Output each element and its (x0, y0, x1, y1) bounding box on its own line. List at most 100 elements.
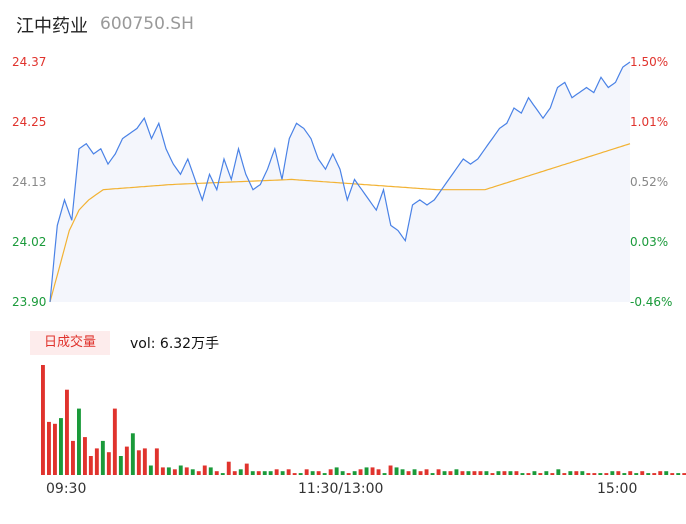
volume-bar (514, 471, 519, 475)
volume-bar (640, 471, 645, 475)
volume-bar (280, 471, 285, 475)
volume-bar (65, 389, 69, 475)
volume-badge[interactable]: 日成交量 (30, 331, 110, 355)
volume-bar (502, 471, 507, 475)
price-area (50, 62, 630, 302)
volume-bar (220, 473, 225, 475)
volume-bar (130, 433, 135, 475)
volume-bar (262, 471, 267, 475)
volume-bar (106, 452, 111, 475)
volume-bar (622, 473, 627, 475)
volume-bar (598, 473, 603, 475)
volume-bar (478, 471, 483, 475)
price-line (49, 61, 631, 303)
volume-bar (526, 473, 531, 475)
volume-bar (148, 465, 153, 475)
volume-bar (454, 469, 459, 475)
pct-label-upper: 1.01% (630, 115, 669, 129)
volume-bar (376, 469, 381, 475)
volume-bar (496, 471, 501, 475)
volume-bar (532, 471, 537, 475)
volume-bar (646, 473, 651, 475)
volume-bar (71, 440, 75, 475)
volume-bar (556, 469, 561, 475)
volume-bar (118, 456, 123, 475)
volume-text: vol: 6.32万手 (130, 336, 220, 352)
volume-bar (166, 467, 171, 475)
volume-bar (682, 473, 686, 475)
volume-bar (346, 473, 351, 475)
volume-bars (41, 365, 686, 475)
pct-label-lower: 0.03% (630, 235, 669, 249)
volume-bar (550, 473, 555, 475)
volume-bar (316, 471, 321, 475)
volume-bar (400, 469, 405, 475)
price-label-mid: 24.13 (12, 175, 47, 189)
stock-code: 600750.SH (100, 14, 194, 34)
volume-bar (580, 471, 585, 475)
volume-bar (274, 469, 279, 475)
volume-bar (334, 467, 339, 475)
volume-bar (202, 465, 207, 475)
volume-bar (520, 473, 525, 475)
volume-bar (676, 473, 681, 475)
volume-bar (142, 448, 147, 475)
volume-bar (634, 473, 639, 475)
stock-name: 江中药业 (16, 16, 88, 37)
volume-bar (610, 471, 615, 475)
volume-bar (88, 456, 93, 475)
volume-bar (268, 471, 273, 475)
price-label-upper: 24.25 (12, 115, 47, 129)
volume-bar (466, 471, 471, 475)
volume-bar (388, 465, 393, 475)
volume-bar (544, 471, 549, 475)
volume-bar (424, 469, 429, 475)
volume-bar (77, 408, 81, 475)
volume-bar (658, 471, 663, 475)
volume-bar (214, 471, 219, 475)
volume-bar (406, 471, 411, 475)
volume-bar (382, 473, 387, 475)
volume-bar (484, 471, 489, 475)
volume-bar (538, 473, 543, 475)
time-open: 09:30 (46, 481, 87, 497)
volume-bar (592, 473, 597, 475)
volume-bar (562, 473, 567, 475)
volume-bar (430, 473, 435, 475)
volume-bar (436, 469, 441, 475)
volume-bar (574, 471, 579, 475)
volume-bar (670, 473, 675, 475)
volume-bar (568, 471, 573, 475)
volume-bar (41, 365, 45, 475)
volume-bar (304, 469, 309, 475)
volume-bar (59, 418, 63, 475)
volume-bar (232, 471, 237, 475)
volume-bar (292, 473, 297, 475)
volume-bar (184, 467, 189, 475)
volume-bar (190, 469, 195, 475)
volume-bar (448, 471, 453, 475)
volume-bar (490, 473, 495, 475)
volume-bar (136, 450, 141, 475)
volume-bar (394, 467, 399, 475)
pct-label-high: 1.50% (630, 55, 669, 69)
volume-bar (172, 469, 177, 475)
pct-label-low: -0.46% (630, 295, 673, 309)
price-label-lower: 24.02 (12, 235, 47, 249)
volume-bar (53, 423, 57, 475)
volume-bar (112, 408, 117, 475)
volume-bar (238, 469, 243, 475)
volume-bar (124, 446, 129, 475)
volume-bar (310, 471, 315, 475)
volume-bar (196, 471, 201, 475)
volume-bar (664, 471, 669, 475)
volume-bar (370, 467, 375, 475)
time-midday: 11:30/13:00 (298, 481, 384, 497)
volume-bar (208, 467, 213, 475)
volume-bar (178, 465, 183, 475)
volume-bar (328, 469, 333, 475)
volume-bar (652, 473, 657, 475)
volume-bar (340, 471, 345, 475)
volume-bar (322, 473, 327, 475)
